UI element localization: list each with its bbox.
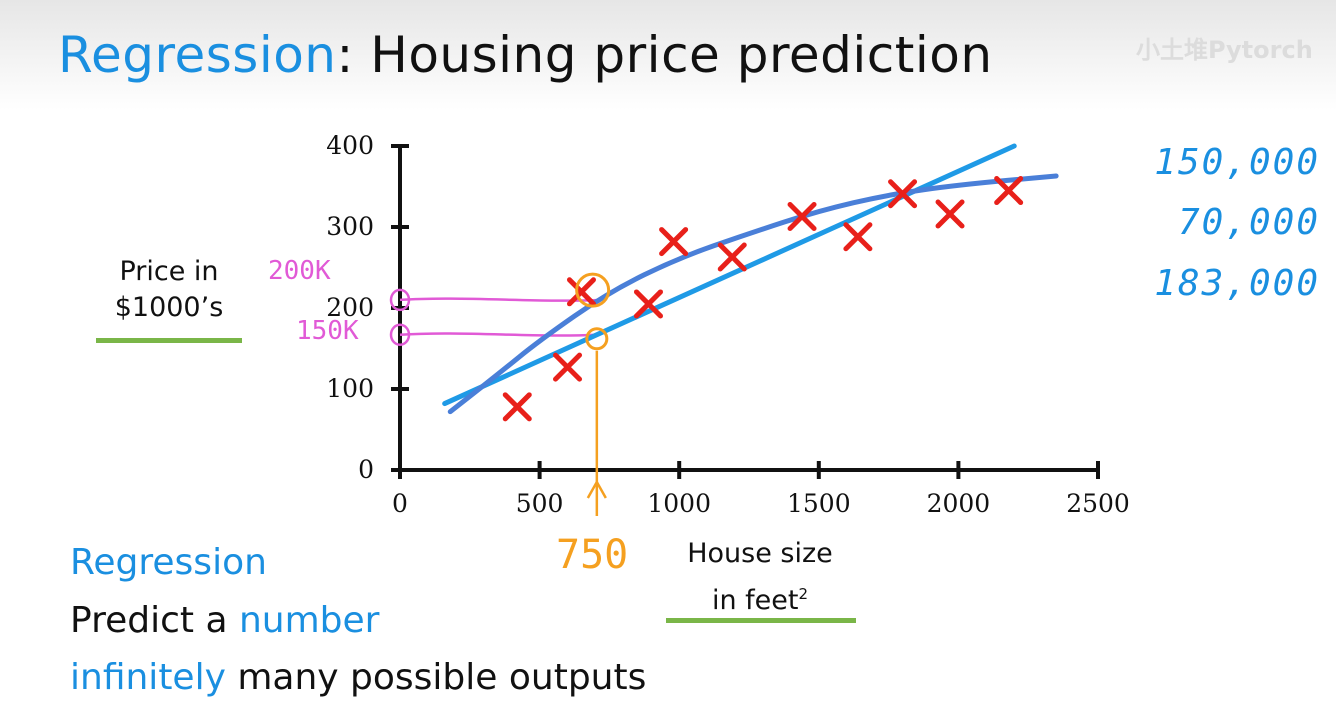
x-tick-label: 0 [392, 489, 408, 518]
title-accent: Regression [58, 26, 337, 84]
title-band [0, 0, 1336, 110]
price-guide-marker [389, 323, 411, 346]
y-tick-label: 0 [358, 455, 374, 484]
data-point [994, 176, 1024, 206]
watermark: 小土堆Pytorch [1136, 36, 1313, 64]
prediction-circle [575, 272, 611, 308]
price-guide-line [399, 297, 602, 302]
y-axis-label-line2: $1000’s [114, 292, 224, 323]
handwritten-value-2: 70,000 [1177, 202, 1320, 243]
y-tick-label: 100 [326, 374, 374, 403]
handwritten-750: 750 [556, 532, 629, 578]
y-tick-label: 200 [326, 293, 374, 322]
x-axis-label-line2: in feet2 [660, 574, 860, 621]
price-guide-line [399, 332, 596, 337]
x-tick-label: 500 [516, 489, 564, 518]
bottom-line-1: Predict a number [70, 600, 379, 641]
data-point-stroke [717, 242, 747, 272]
data-point-stroke [566, 277, 596, 307]
handwritten-200k: 200K [268, 256, 331, 286]
size-guide-arrow [586, 479, 607, 499]
x-axis-label-unit: in feet [711, 585, 799, 616]
bottom-line-2: infinitely many possible outputs [70, 657, 646, 698]
y-axis-label: Price in $1000’s [96, 254, 242, 326]
curve-fit-line [447, 173, 1059, 415]
data-point [566, 277, 596, 307]
y-axis-label-line1: Price in [119, 256, 219, 287]
chart-guides [389, 288, 607, 516]
data-point [717, 242, 747, 272]
data-point-stroke [633, 289, 663, 319]
data-point-stroke [659, 227, 689, 257]
bottom-line-1-plain: Predict a [70, 600, 239, 641]
data-point [888, 179, 918, 209]
x-tick-label: 1000 [647, 489, 711, 518]
handwritten-value-1: 150,000 [1154, 142, 1320, 183]
handwritten-150k: 150K [296, 316, 359, 346]
data-point [935, 199, 965, 229]
x-tick-label: 2500 [1066, 489, 1130, 518]
y-tick-label: 400 [326, 131, 374, 160]
data-point [659, 227, 689, 257]
data-point [787, 201, 817, 231]
data-point-stroke [843, 222, 873, 252]
price-guide-marker [389, 288, 411, 312]
x-tick-label: 1500 [787, 489, 851, 518]
bottom-heading-text: Regression [70, 542, 267, 583]
chart-fits [442, 143, 1059, 415]
bottom-line-1-blue: number [238, 600, 380, 641]
x-axis-label: House size in feet2 [660, 534, 860, 621]
linear-fit-line [442, 143, 1017, 407]
x-label-underline [666, 618, 856, 623]
data-point [633, 289, 663, 319]
chart-points [502, 176, 1024, 422]
bottom-line-2-blue: infinitely [70, 657, 226, 698]
data-point [553, 352, 583, 382]
data-point-stroke [994, 176, 1024, 206]
data-point-stroke [502, 392, 532, 422]
handwritten-value-3: 183,000 [1154, 263, 1320, 304]
prediction-circle [585, 327, 609, 351]
chart-annotations [575, 272, 611, 351]
chart-ticks: 0 500 1000 1500 2000 2500 0 100 200 300 400 [326, 131, 1130, 518]
bottom-heading: Regression [70, 542, 267, 583]
y-label-underline [96, 338, 242, 343]
chart-axes [398, 146, 1098, 472]
data-point-stroke [935, 199, 965, 229]
x-tick-label: 2000 [927, 489, 991, 518]
x-axis-label-sup: 2 [798, 585, 809, 603]
data-point [843, 222, 873, 252]
x-axis-label-line1: House size [687, 538, 833, 569]
data-point [502, 392, 532, 422]
data-point-stroke [553, 352, 583, 382]
data-point-stroke [888, 179, 918, 209]
y-tick-label: 300 [326, 212, 374, 241]
bottom-line-2-plain: many possible outputs [225, 657, 647, 698]
data-point-stroke [787, 201, 817, 231]
slide-title: Regression: Housing price prediction [58, 26, 993, 84]
title-rest: : Housing price prediction [336, 26, 993, 84]
